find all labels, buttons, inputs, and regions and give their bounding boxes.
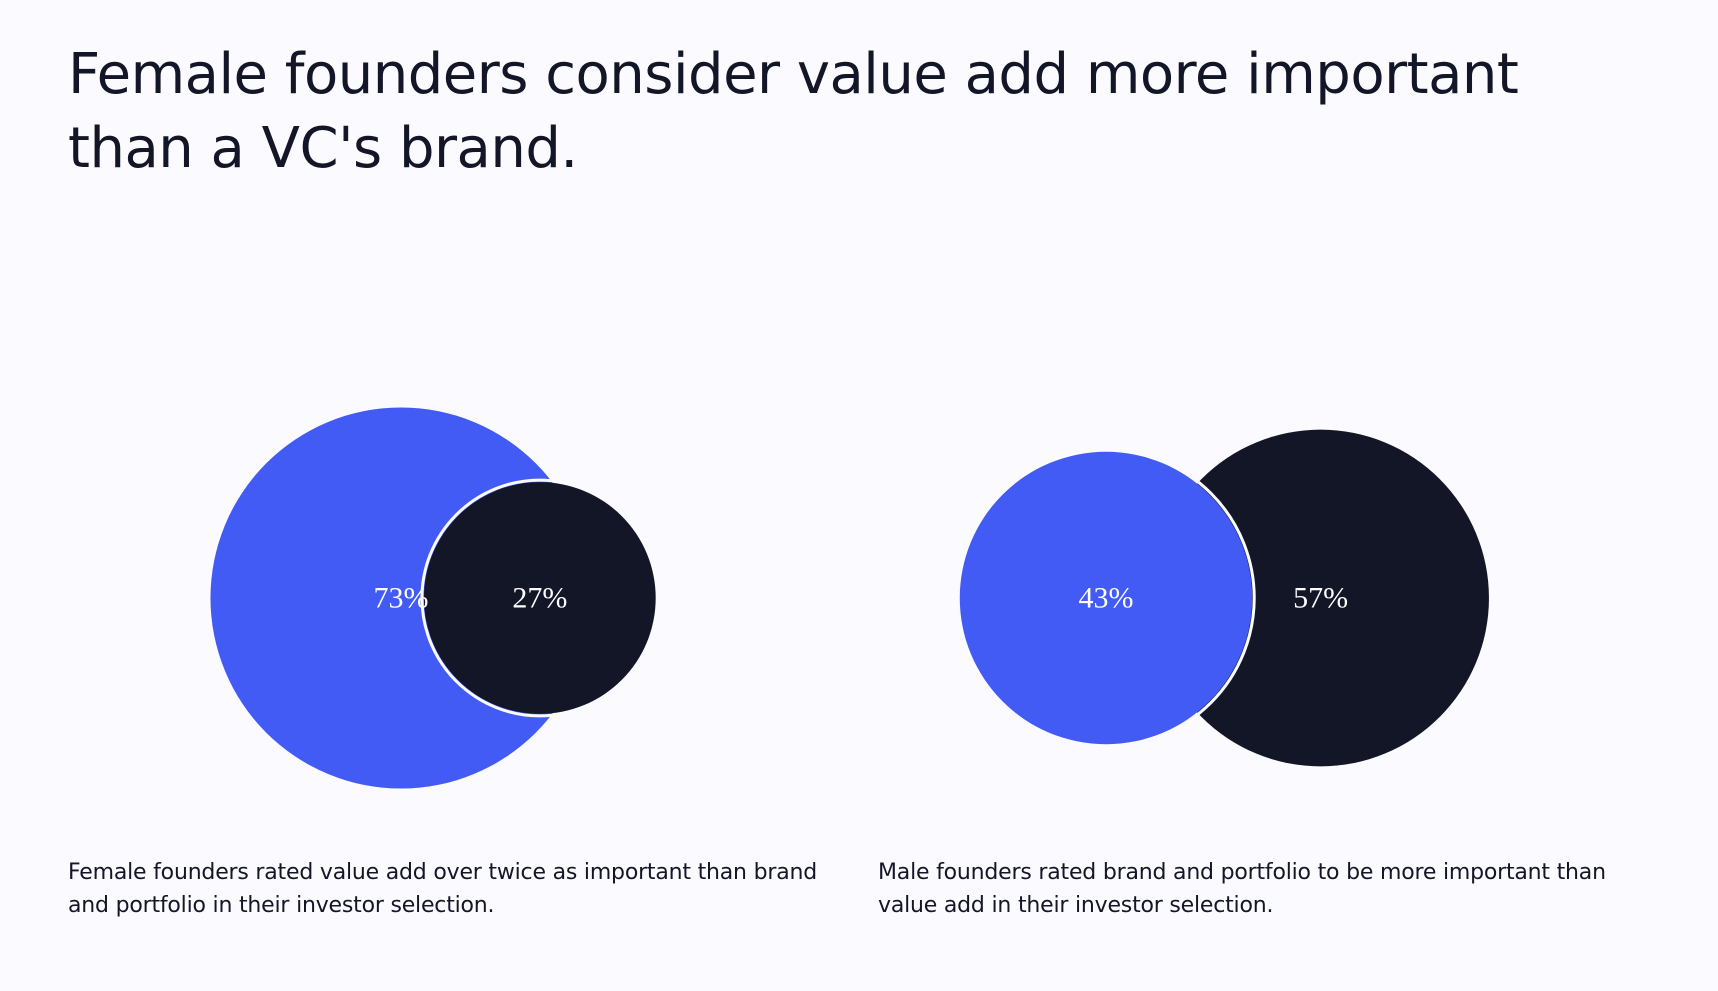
page-title: Female founders consider value add more … (68, 42, 1519, 181)
female-founders-caption: Female founders rated value add over twi… (68, 860, 817, 918)
brand-portfolio-bubble-male (1152, 429, 1489, 767)
value-add-bubble-male (959, 451, 1253, 745)
female-founders-chart: 73% 27% (210, 407, 660, 789)
value-add-label-female: 73% (374, 582, 429, 615)
brand-portfolio-label-female: 27% (512, 582, 567, 615)
value-add-label-male: 43% (1079, 582, 1134, 615)
brand-portfolio-label-male: 57% (1293, 582, 1348, 615)
male-founders-chart: 43% 57% (956, 429, 1489, 767)
overlap-outline-female (420, 478, 660, 718)
overlap-outline-male (956, 448, 1256, 748)
male-founders-caption: Male founders rated brand and portfolio … (878, 860, 1606, 918)
brand-portfolio-bubble-female (423, 482, 656, 714)
